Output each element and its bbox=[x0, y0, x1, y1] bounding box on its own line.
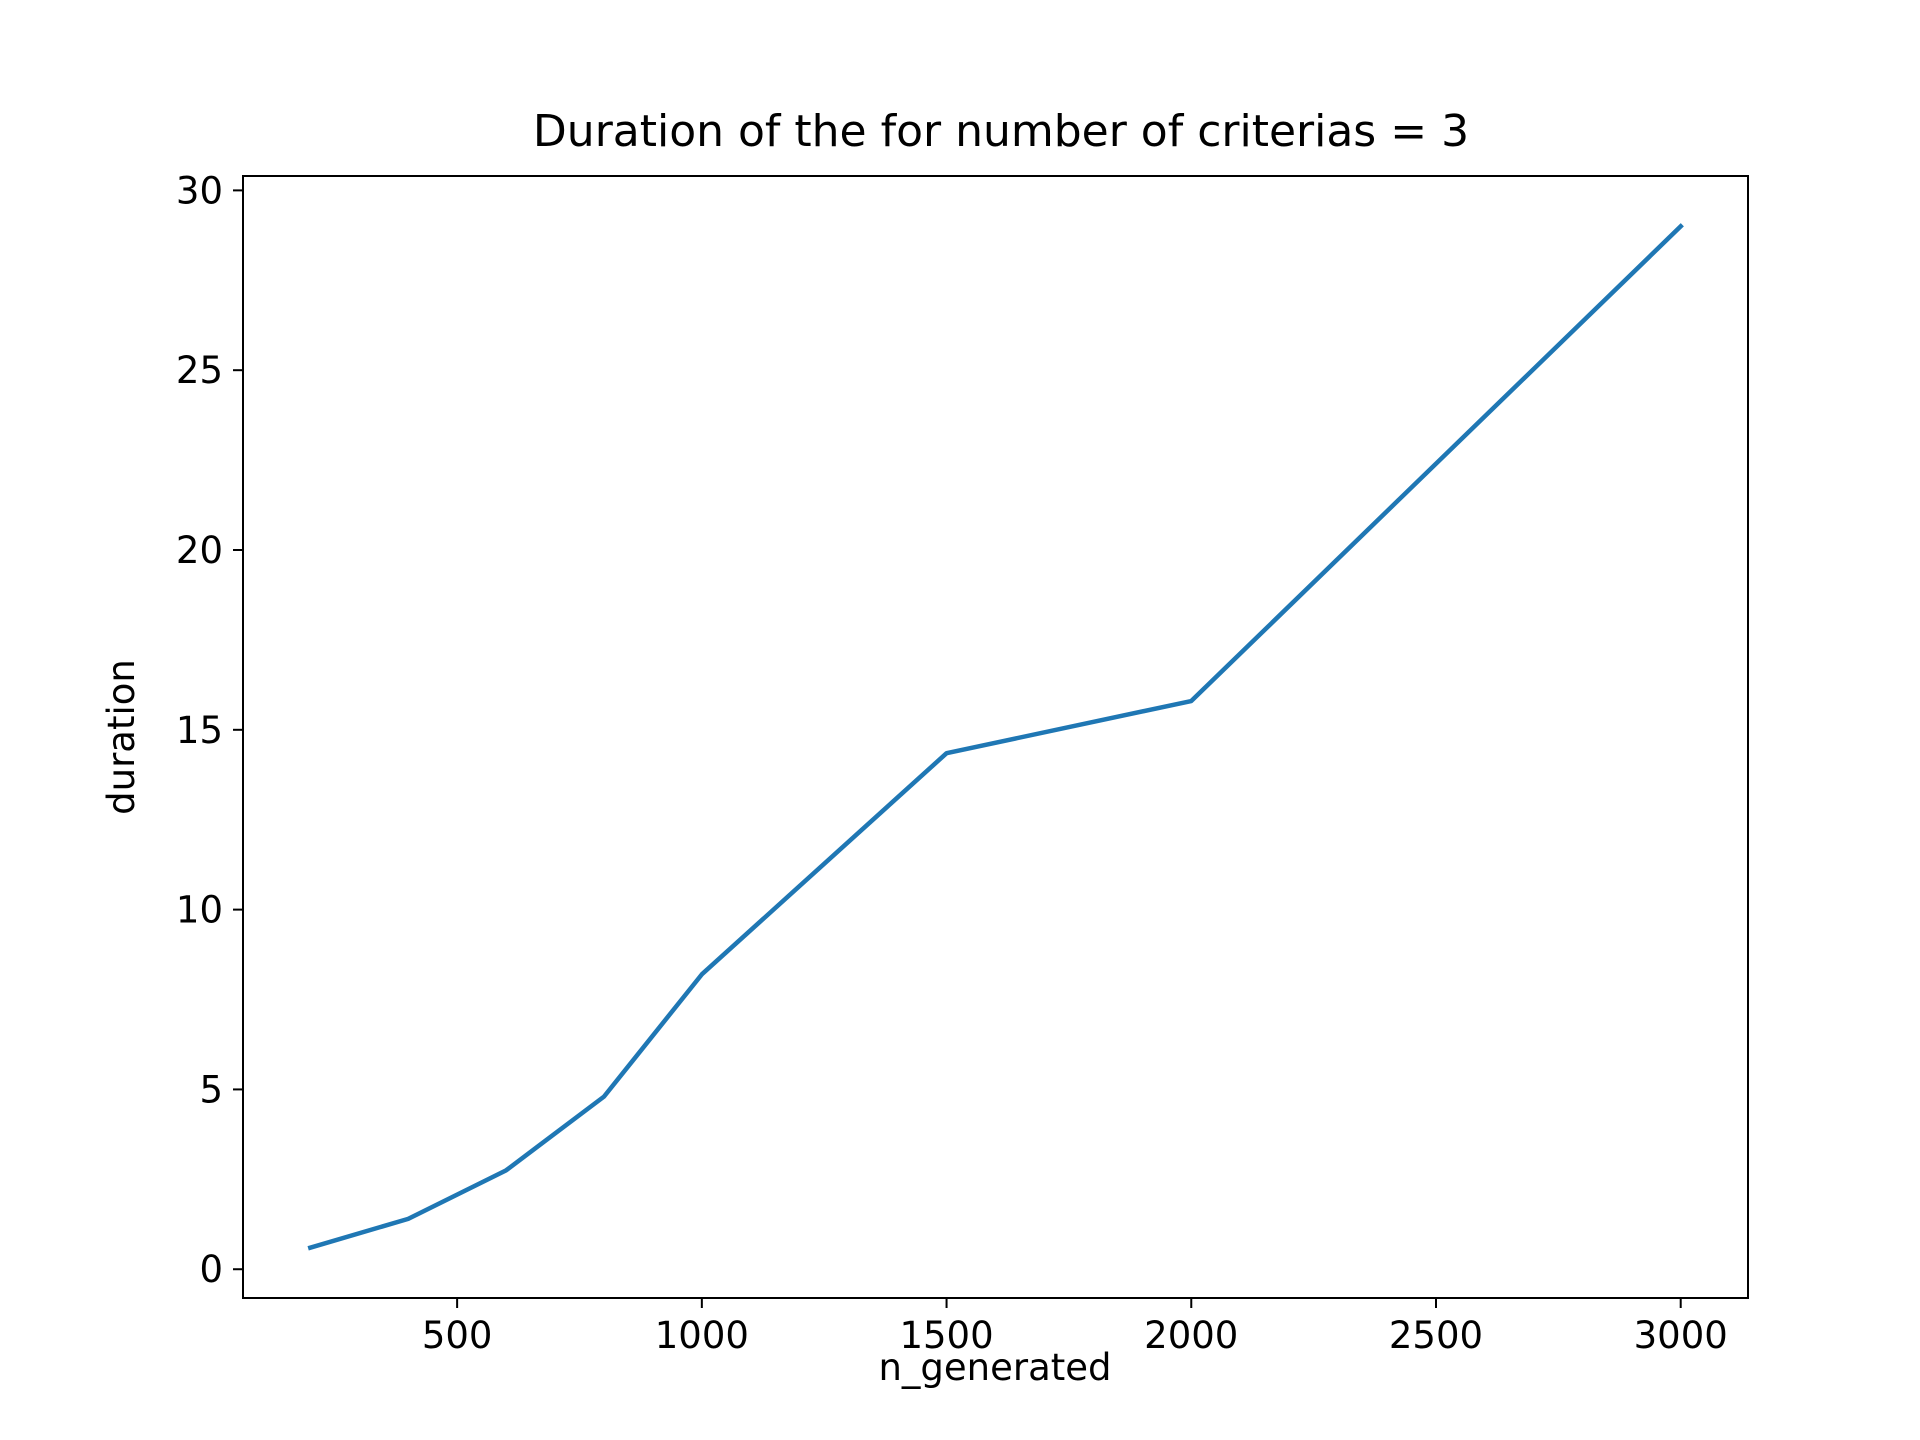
plot-area-frame bbox=[242, 175, 1749, 1299]
y-axis-label: duration bbox=[100, 659, 143, 815]
x-tick-label: 500 bbox=[422, 1314, 493, 1357]
y-tick-label: 5 bbox=[199, 1068, 223, 1111]
x-axis-ticks: 500 1000 1500 2000 2500 3000 bbox=[422, 1298, 1728, 1357]
y-axis-ticks: 0 5 10 15 20 25 30 bbox=[176, 169, 243, 1291]
y-tick-label: 20 bbox=[176, 529, 223, 572]
y-tick-label: 25 bbox=[176, 349, 223, 392]
y-tick-label: 0 bbox=[199, 1248, 223, 1291]
y-tick-label: 15 bbox=[176, 709, 223, 752]
chart-title: Duration of the for number of criterias … bbox=[533, 106, 1469, 157]
x-tick-label: 1000 bbox=[655, 1314, 749, 1357]
series-line-duration bbox=[307, 223, 1684, 1251]
series-layer bbox=[307, 223, 1684, 1251]
x-tick-label: 2500 bbox=[1389, 1314, 1483, 1357]
x-tick-label: 1500 bbox=[899, 1314, 993, 1357]
x-axis-label: n_generated bbox=[878, 1346, 1111, 1389]
x-tick-label: 3000 bbox=[1634, 1314, 1728, 1357]
y-tick-label: 30 bbox=[176, 169, 223, 212]
y-tick-label: 10 bbox=[176, 889, 223, 932]
x-tick-label: 2000 bbox=[1144, 1314, 1238, 1357]
